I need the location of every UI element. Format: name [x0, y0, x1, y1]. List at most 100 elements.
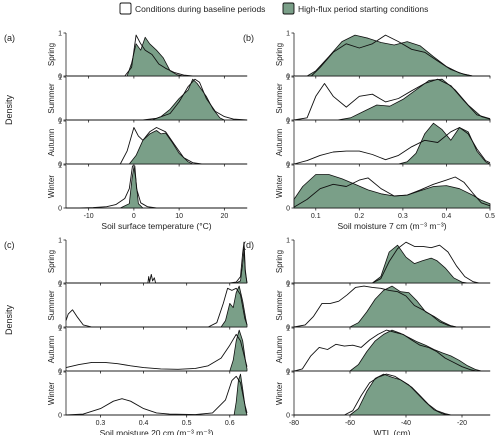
y-tick-label: 0	[286, 162, 290, 169]
legend: Conditions during baseline periods High-…	[119, 2, 428, 15]
highflux-density-area	[65, 78, 248, 121]
y-tick-label: 1	[58, 370, 62, 377]
density-label-top: Density	[4, 94, 14, 125]
x-tick-label: 0.4	[139, 420, 149, 427]
highflux-density-area	[293, 174, 491, 209]
x-tick-label: -40	[401, 420, 411, 427]
y-tick-label: 1	[286, 370, 290, 377]
x-tick-label: 20	[220, 213, 228, 220]
legend-baseline-swatch	[119, 2, 132, 15]
y-tick-label: 1	[286, 238, 290, 245]
baseline-density-line	[294, 373, 490, 416]
season-label: Autumn	[47, 129, 56, 157]
season-label: Spring	[275, 43, 284, 66]
x-tick-label: 0.3	[96, 420, 106, 427]
baseline-density-line	[293, 329, 490, 372]
y-tick-label: 0	[286, 118, 290, 125]
season-label: Winter	[275, 382, 284, 405]
panel-label: (b)	[243, 33, 254, 43]
y-tick-label: 1	[286, 163, 290, 170]
highflux-density-area	[293, 329, 491, 372]
highflux-density-area	[65, 373, 248, 416]
season-label: Summer	[275, 290, 284, 321]
baseline-density-line	[66, 78, 248, 121]
x-tick-label: -80	[289, 420, 299, 427]
x-tick-label: 0.4	[442, 213, 452, 220]
baseline-density-line	[66, 127, 247, 165]
season-label: Summer	[47, 290, 56, 321]
y-tick-label: 1	[58, 163, 62, 170]
baseline-density-line	[293, 285, 490, 328]
season-label: Winter	[275, 175, 284, 198]
density-label-bottom: Density	[4, 304, 14, 335]
y-tick-label: 0	[58, 162, 62, 169]
y-tick-label: 1	[58, 31, 62, 38]
highflux-density-area	[65, 36, 248, 77]
season-label: Spring	[47, 43, 56, 66]
season-label: Autumn	[275, 336, 284, 364]
y-tick-label: 0	[58, 281, 62, 288]
y-tick-label: 0	[286, 74, 290, 81]
y-tick-label: 0	[286, 369, 290, 376]
x-axis-label: Soil moisture 20 cm (m⁻³ m⁻³)	[100, 428, 214, 435]
highflux-density-area	[65, 166, 248, 209]
x-tick-label: 0.3	[398, 213, 408, 220]
legend-highflux-label: High-flux period starting conditions	[298, 4, 428, 14]
y-tick-label: 0	[286, 206, 290, 213]
baseline-density-line	[294, 241, 490, 284]
baseline-density-line	[66, 241, 248, 284]
y-tick-label: 1	[58, 326, 62, 333]
y-tick-label: 1	[286, 75, 290, 82]
season-label: Summer	[47, 83, 56, 114]
baseline-density-line	[65, 287, 248, 328]
baseline-density-line	[66, 165, 247, 209]
x-tick-label: 0	[132, 213, 136, 220]
panel-label: (a)	[4, 33, 15, 43]
y-tick-label: 1	[58, 238, 62, 245]
baseline-density-line	[65, 375, 248, 416]
y-tick-label: 1	[58, 75, 62, 82]
season-label: Spring	[275, 250, 284, 273]
x-tick-label: 0.6	[225, 420, 235, 427]
y-tick-label: 0	[286, 281, 290, 288]
y-tick-label: 0	[286, 413, 290, 420]
x-tick-label: 0.5	[485, 213, 495, 220]
baseline-density-line	[293, 176, 491, 208]
baseline-density-line	[66, 34, 247, 77]
legend-highflux-swatch	[282, 2, 295, 15]
baseline-density-line	[65, 333, 248, 370]
y-tick-label: 1	[58, 282, 62, 289]
y-tick-label: 0	[286, 325, 290, 332]
y-tick-label: 0	[58, 325, 62, 332]
x-tick-label: -20	[457, 420, 467, 427]
x-tick-label: -60	[345, 420, 355, 427]
y-tick-label: 0	[58, 74, 62, 81]
y-tick-label: 1	[286, 282, 290, 289]
legend-baseline-label: Conditions during baseline periods	[135, 4, 265, 14]
y-tick-label: 0	[58, 118, 62, 125]
y-tick-label: 1	[286, 31, 290, 38]
highflux-density-area	[65, 248, 248, 284]
panel-label: (d)	[243, 240, 254, 250]
x-tick-label: 10	[175, 213, 183, 220]
y-tick-label: 1	[286, 119, 290, 126]
highflux-density-area	[65, 130, 248, 165]
y-tick-label: 0	[58, 413, 62, 420]
